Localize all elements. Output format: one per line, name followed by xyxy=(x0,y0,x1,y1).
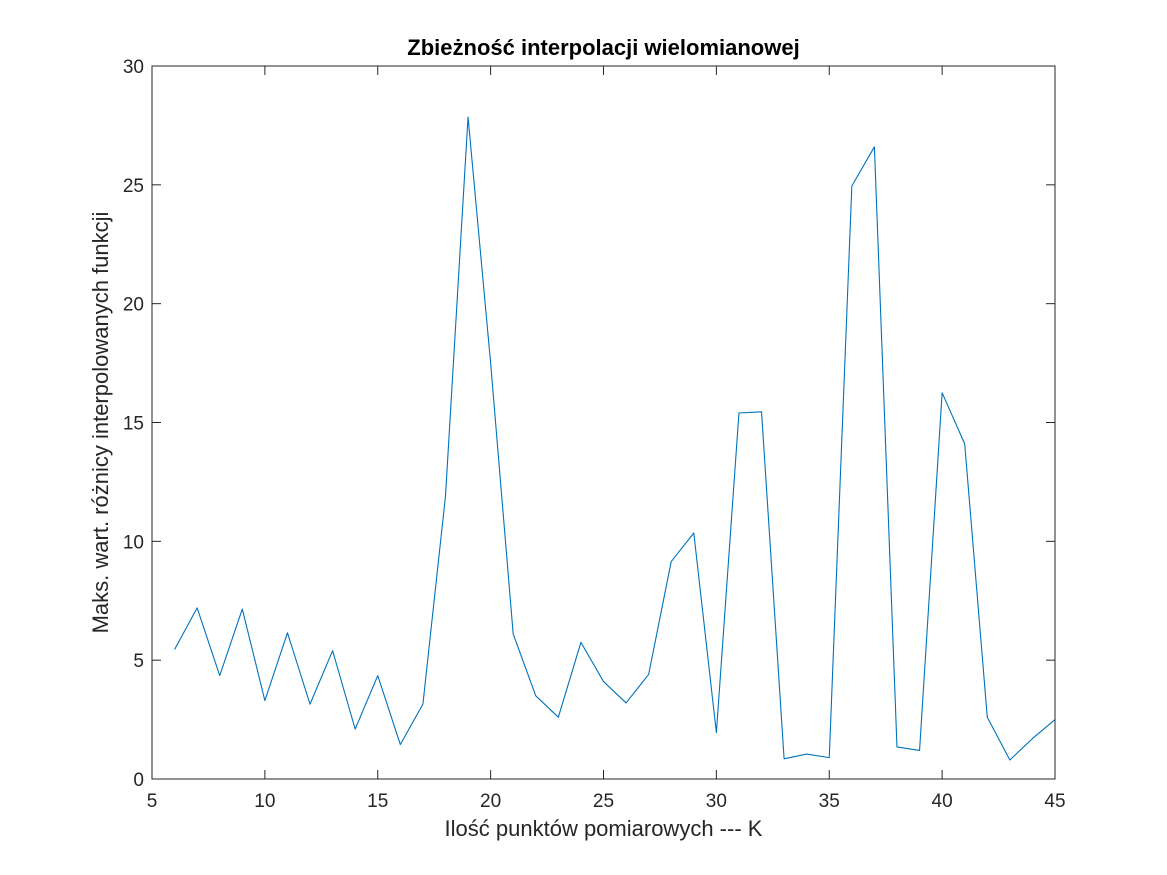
y-tick-label: 5 xyxy=(133,651,144,672)
x-tick-label: 40 xyxy=(932,791,953,812)
y-tick-label: 15 xyxy=(123,414,144,435)
x-tick-label: 15 xyxy=(367,791,388,812)
x-tick-label: 20 xyxy=(480,791,501,812)
y-tick-label: 10 xyxy=(123,532,144,553)
x-tick-label: 35 xyxy=(819,791,840,812)
x-tick-label: 10 xyxy=(254,791,275,812)
x-tick-label: 5 xyxy=(147,791,158,812)
y-axis-title: Maks. wart. różnicy interpolowanych funk… xyxy=(88,212,113,634)
y-tick-label: 0 xyxy=(133,770,144,791)
plot-background xyxy=(152,66,1055,779)
x-axis-title: Ilość punktów pomiarowych --- K xyxy=(445,816,763,841)
x-tick-label: 25 xyxy=(593,791,614,812)
plot-box xyxy=(151,65,1056,780)
y-tick-label: 30 xyxy=(123,57,144,78)
y-tick-label: 20 xyxy=(123,295,144,316)
x-tick-label: 30 xyxy=(706,791,727,812)
data-line xyxy=(174,116,1056,761)
x-tick-label: 45 xyxy=(1044,791,1065,812)
chart-title: Zbieżność interpolacji wielomianowej xyxy=(407,35,799,60)
y-tick-label: 25 xyxy=(123,176,144,197)
